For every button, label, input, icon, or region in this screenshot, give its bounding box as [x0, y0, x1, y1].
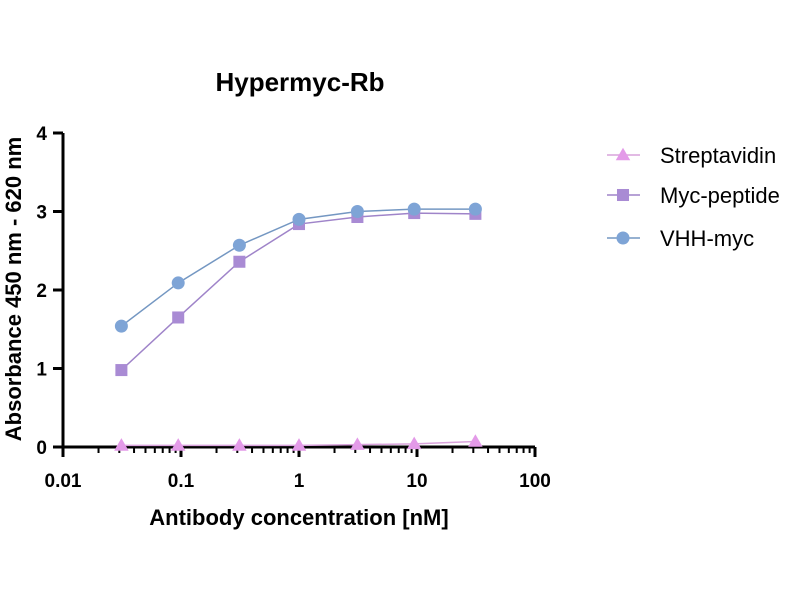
series-myc-peptide — [115, 207, 482, 377]
legend-label: Myc-peptide — [660, 183, 780, 208]
data-point — [233, 255, 246, 268]
x-tick-label: 100 — [519, 471, 551, 492]
x-tick-label: 0.1 — [168, 471, 195, 492]
axes: 0 1 2 3 4 0.01 0.1 1 10 100 — [36, 124, 550, 492]
data-point — [407, 202, 421, 216]
x-tick-label: 1 — [294, 471, 305, 492]
data-point — [171, 276, 185, 290]
data-point — [468, 434, 483, 447]
data-point — [350, 205, 364, 218]
data-point — [172, 311, 185, 324]
data-point — [291, 438, 307, 451]
legend-item: Streptavidin — [607, 143, 776, 168]
series-layer — [114, 202, 483, 451]
data-point — [406, 436, 422, 450]
legend-label: VHH-myc — [660, 226, 754, 251]
series-line — [120, 212, 476, 371]
legend-item: VHH-myc — [607, 226, 754, 251]
data-point — [232, 438, 247, 451]
data-point — [114, 319, 128, 333]
y-tick-label: 3 — [36, 203, 47, 224]
legend-marker — [616, 188, 630, 202]
legend-marker — [615, 147, 631, 161]
chart-title: Hypermyc-Rb — [215, 67, 384, 97]
legend-item: Myc-peptide — [607, 183, 780, 208]
data-point — [115, 364, 128, 377]
legend-label: Streptavidin — [660, 143, 776, 168]
x-tick-label: 0.01 — [45, 471, 82, 492]
data-point — [170, 438, 186, 451]
x-tick-label: 10 — [406, 471, 427, 492]
y-axis-label: Absorbance 450 nm - 620 nm — [1, 137, 26, 441]
y-tick-label: 4 — [36, 124, 47, 145]
data-point — [468, 202, 482, 216]
y-tick-label: 1 — [36, 360, 47, 381]
data-point — [114, 438, 129, 451]
series-vhh-myc — [114, 202, 482, 333]
legend-marker — [616, 231, 630, 245]
series-streptavidin — [114, 434, 483, 451]
x-axis-label: Antibody concentration [nM] — [149, 505, 448, 530]
legend: Streptavidin Myc-peptide VHH-myc — [607, 143, 780, 251]
y-tick-label: 2 — [36, 281, 47, 302]
data-point — [292, 212, 306, 226]
data-point — [350, 437, 365, 450]
y-tick-label: 0 — [36, 438, 47, 459]
data-point — [232, 238, 246, 252]
